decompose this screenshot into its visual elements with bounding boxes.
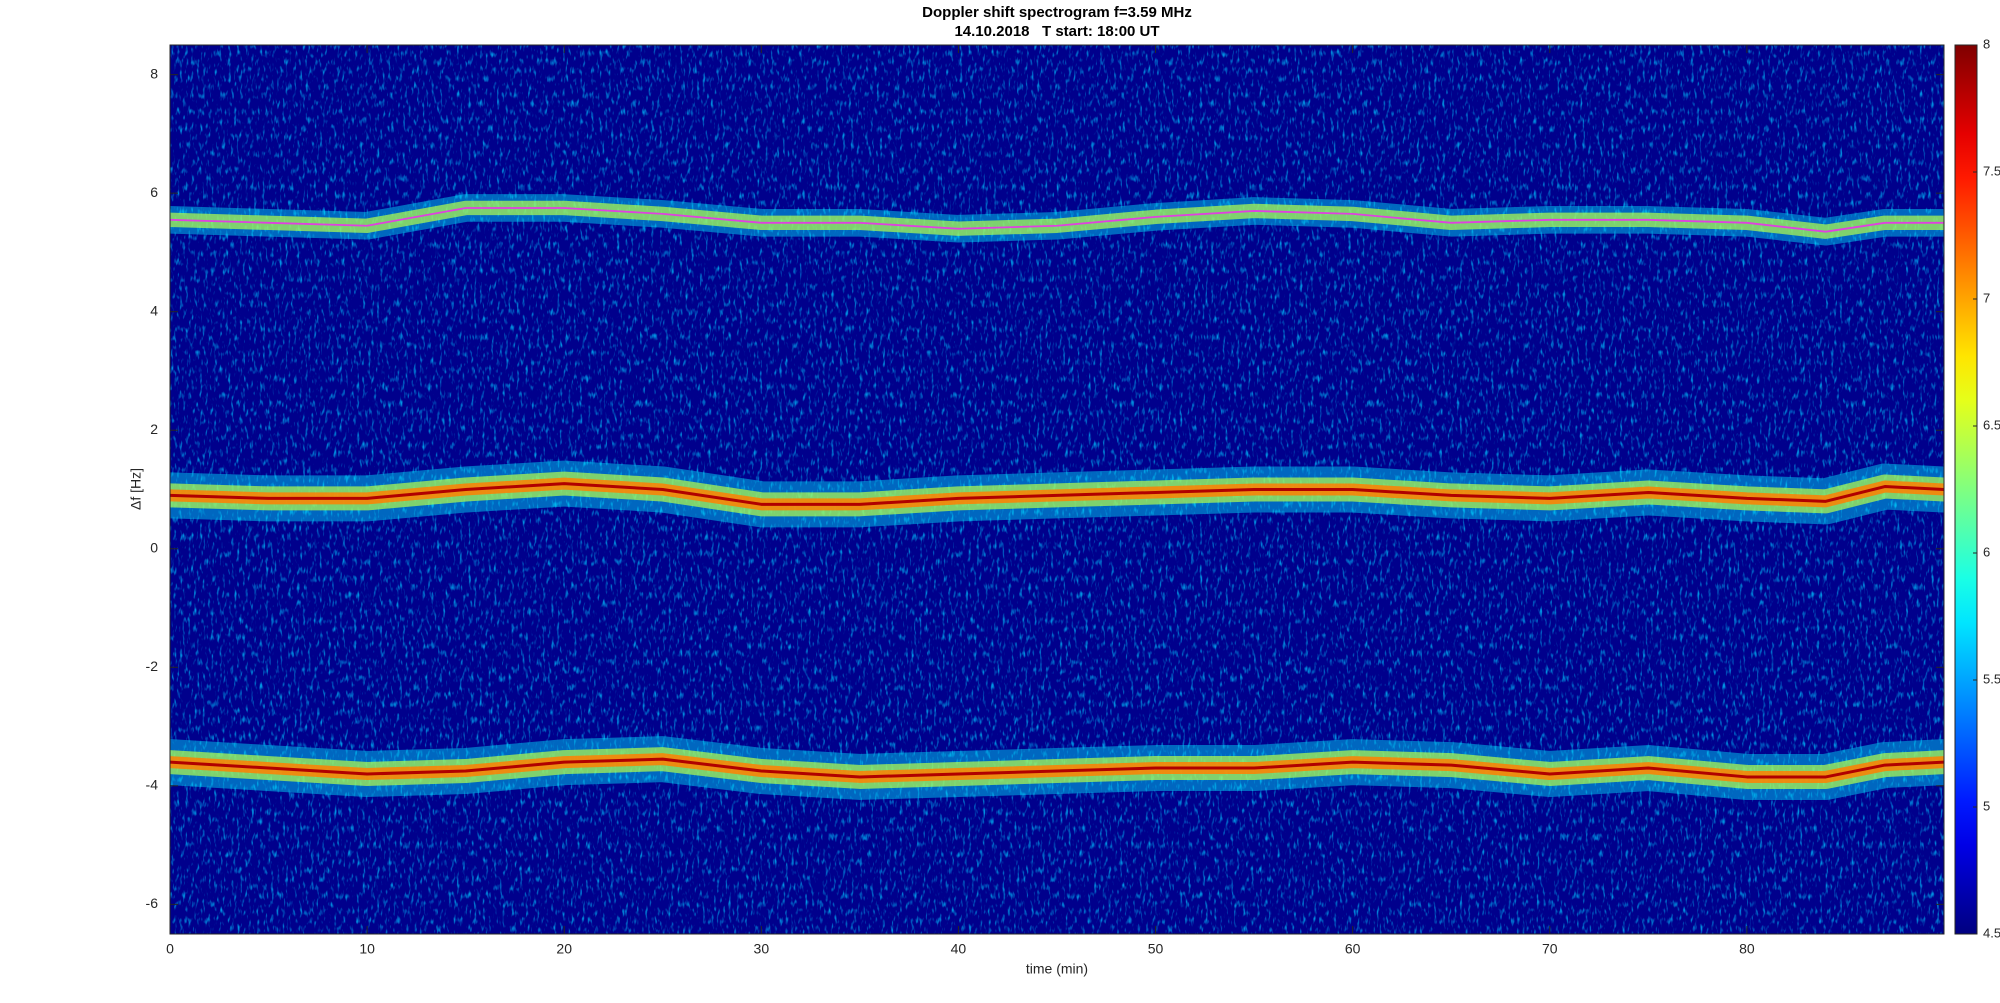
trace-line xyxy=(170,207,1944,233)
colorbar-tick-label: 4.5 xyxy=(1983,925,2000,940)
colorbar xyxy=(1954,44,1978,935)
colorbar-tick-label: 6 xyxy=(1983,544,1990,559)
colorbar-tick-label: 6.5 xyxy=(1983,417,2000,432)
x-axis-label: time (min) xyxy=(1026,961,1088,977)
y-tick-label: -2 xyxy=(146,658,159,674)
x-tick-label: 40 xyxy=(951,941,967,957)
trace-line xyxy=(170,482,1944,506)
y-tick-label: 8 xyxy=(150,65,158,81)
y-tick-label: -6 xyxy=(146,895,159,911)
x-tick-label: 30 xyxy=(754,941,770,957)
y-tick-label: -4 xyxy=(146,777,159,793)
y-tick-label: 4 xyxy=(150,302,158,318)
colorbar-tick-label: 7.5 xyxy=(1983,163,2000,178)
trace-line xyxy=(170,757,1944,779)
x-tick-label: 0 xyxy=(166,941,174,957)
y-axis-label: Δf [Hz] xyxy=(128,468,144,510)
x-tick-label: 50 xyxy=(1148,941,1164,957)
colorbar-tick-label: 7 xyxy=(1983,290,1990,305)
x-tick-label: 20 xyxy=(556,941,572,957)
y-tick-label: 6 xyxy=(150,184,158,200)
colorbar-tick-label: 5 xyxy=(1983,798,1990,813)
chart-title: Doppler shift spectrogram f=3.59 MHz xyxy=(922,4,1192,21)
y-tick-label: 2 xyxy=(150,421,158,437)
plot-frame xyxy=(169,44,1945,935)
x-tick-label: 10 xyxy=(359,941,375,957)
x-tick-label: 70 xyxy=(1542,941,1558,957)
traces xyxy=(170,194,1944,800)
colorbar-tick-label: 8 xyxy=(1983,36,1990,51)
x-tick-label: 60 xyxy=(1345,941,1361,957)
chart-subtitle: 14.10.2018 T start: 18:00 UT xyxy=(954,23,1159,40)
colorbar-tick-label: 5.5 xyxy=(1983,671,2000,686)
y-tick-label: 0 xyxy=(150,539,158,555)
x-tick-label: 80 xyxy=(1739,941,1755,957)
